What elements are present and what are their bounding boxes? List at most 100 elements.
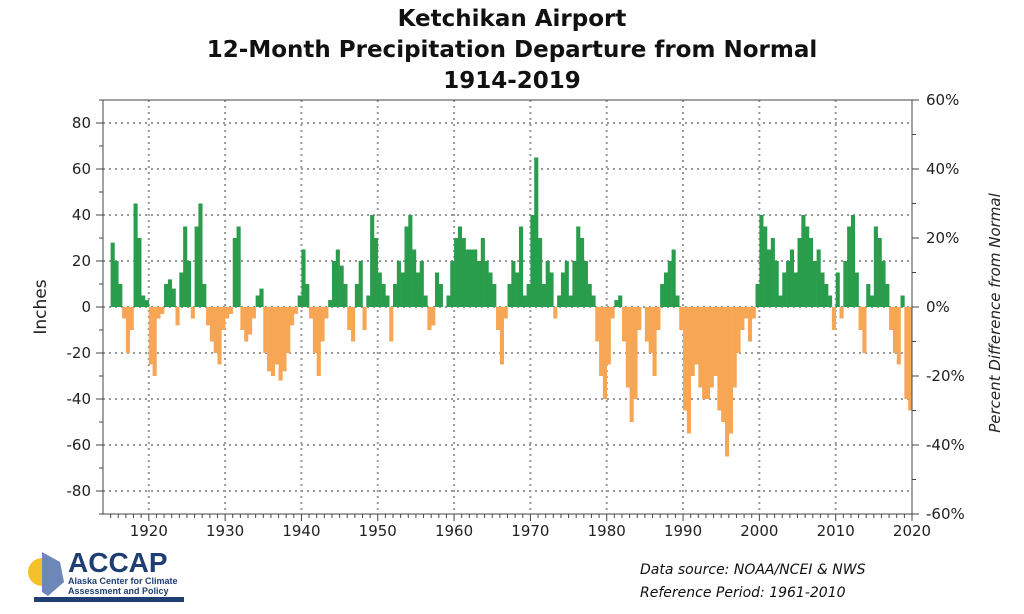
data-bar [656,307,661,330]
data-bar [789,249,795,307]
data-bar [778,295,783,307]
data-bar [309,307,314,319]
data-bar [744,307,749,319]
data-bar [358,261,363,307]
data-bar [198,203,203,307]
data-bar [614,300,619,307]
data-bar [808,238,814,307]
y2-axis-label: Percent Difference from Normal [986,192,1004,432]
data-bar [824,284,829,307]
data-bar [648,307,653,353]
data-bar [228,307,234,314]
data-bar [339,265,344,307]
data-bar [797,238,802,307]
data-bar [572,261,577,307]
x-tick-label: 1960 [435,522,473,540]
data-bar [717,307,722,411]
data-bar [602,307,608,399]
data-bar [354,284,359,307]
data-bar [908,307,913,411]
data-bar [816,249,821,307]
data-bar [362,307,367,330]
data-bar [274,307,279,365]
data-bar [202,284,207,307]
y-tick-label: 80 [72,114,91,132]
data-bar [259,288,264,307]
data-bar [457,226,463,307]
data-bar [515,272,520,307]
data-bar [213,307,218,353]
data-bar [476,261,482,307]
data-bar [850,215,856,307]
data-bar [770,238,775,307]
data-bar [167,279,172,307]
data-bar [248,307,253,335]
data-bar [393,284,398,307]
data-bar [186,261,192,307]
data-bar [316,307,321,376]
data-bar [610,307,615,319]
data-bar [782,272,787,307]
data-bar [236,226,241,307]
data-bar [507,284,512,307]
x-tick-label: 1990 [664,522,702,540]
data-bar [736,307,741,353]
data-bar [854,272,859,307]
data-bar [534,157,539,307]
data-bar [331,261,337,307]
data-bar [270,307,276,376]
x-tick-label: 1930 [206,522,244,540]
y-tick-label: -40 [67,390,92,408]
data-bar [351,307,356,342]
data-bar [125,307,131,353]
data-bar [465,249,470,307]
data-bar [144,300,150,307]
data-bar [580,238,585,307]
data-bar [831,307,836,330]
data-bar [786,261,791,307]
data-bar [110,242,115,307]
data-bar [892,307,898,353]
data-bar [690,307,695,376]
data-bar [454,238,459,307]
data-bar [282,307,287,372]
data-source-note: Data source: NOAA/NCEI & NWS [640,562,866,578]
data-bar [278,307,283,381]
data-bar [194,226,199,307]
data-bar [255,295,260,307]
data-bar [828,295,833,307]
svg-text:Alaska Center for Climate: Alaska Center for Climate [68,576,178,586]
data-bar [122,307,127,319]
data-bar [377,272,382,307]
data-bar [251,307,256,319]
data-bar [667,261,672,307]
chart-title-line1: Ketchikan Airport [397,6,627,32]
data-bar [396,261,401,307]
data-bar [152,307,157,376]
data-bar [217,307,222,365]
data-bar [763,226,768,307]
y-tick-label: 60 [72,160,91,178]
svg-text:Assessment and Policy: Assessment and Policy [68,586,169,596]
data-bar [415,272,421,307]
svg-text:ACCAP: ACCAP [68,548,168,578]
data-bar [759,215,764,307]
data-bar [480,238,485,307]
data-bar [587,284,592,307]
data-bar [446,295,451,307]
data-bar [728,307,733,434]
y-tick-label: -80 [67,482,92,500]
data-bar [740,307,745,330]
data-bar [618,295,623,307]
data-bar [881,261,886,307]
data-bar [293,307,298,314]
data-bar [518,226,524,307]
data-bar [427,307,432,330]
data-bar [385,295,390,307]
data-bar [301,249,306,307]
data-bar [805,226,810,307]
data-bar [522,295,527,307]
y2-tick-label: 40% [926,160,959,178]
data-bar [885,284,890,307]
